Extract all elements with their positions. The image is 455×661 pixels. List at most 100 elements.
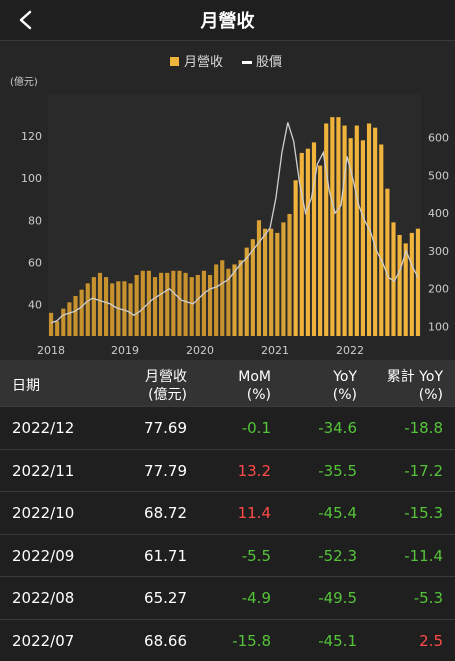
date-cell: 2022/07 xyxy=(12,632,74,650)
header-revenue: 月營收 (億元) xyxy=(145,368,187,404)
right-axis-tick: 200 xyxy=(428,283,449,296)
revenue-bar xyxy=(245,248,249,336)
x-axis-tick: 2020 xyxy=(186,344,214,357)
x-axis-tick: 2022 xyxy=(336,344,364,357)
revenue-bar xyxy=(61,309,65,336)
revenue-bar xyxy=(398,235,402,336)
right-axis-tick: 100 xyxy=(428,321,449,334)
revenue-bar xyxy=(373,128,377,336)
revenue-bar xyxy=(342,126,346,336)
cum-yoy-cell: 2.5 xyxy=(419,632,443,650)
revenue-bar xyxy=(208,275,212,336)
cum-yoy-cell: -15.3 xyxy=(404,504,443,522)
right-axis-tick: 300 xyxy=(428,245,449,258)
left-axis-unit: (億元) xyxy=(10,75,38,88)
yoy-cell: -45.1 xyxy=(318,632,357,650)
page-title: 月營收 xyxy=(201,7,255,33)
revenue-bar xyxy=(324,123,328,336)
revenue-bar xyxy=(416,229,420,336)
date-cell: 2022/08 xyxy=(12,589,74,607)
revenue-bar xyxy=(190,277,194,336)
revenue-bar xyxy=(318,166,322,336)
header-mom: MoM (%) xyxy=(238,368,271,404)
revenue-bar xyxy=(98,273,102,336)
right-axis-tick: 400 xyxy=(428,207,449,220)
revenue-bar xyxy=(281,222,285,336)
revenue-bar xyxy=(251,239,255,336)
table-row[interactable]: 2022/10 68.72 11.4 -45.4 -15.3 xyxy=(0,491,455,534)
revenue-bar xyxy=(269,229,273,336)
x-axis-tick: 2019 xyxy=(111,344,139,357)
revenue-bar xyxy=(135,275,139,336)
revenue-bar xyxy=(165,273,169,336)
revenue-bar xyxy=(355,126,359,336)
header-mom-unit: (%) xyxy=(238,386,271,404)
top-bar: 月營收 xyxy=(0,0,455,41)
revenue-bar xyxy=(263,229,267,336)
mom-cell: -4.9 xyxy=(242,589,271,607)
cum-yoy-cell: -18.8 xyxy=(404,419,443,437)
left-axis-tick: 80 xyxy=(28,214,42,227)
yoy-cell: -49.5 xyxy=(318,589,357,607)
revenue-cell: 77.69 xyxy=(144,419,187,437)
left-axis-tick: 100 xyxy=(21,172,42,185)
revenue-bar xyxy=(177,271,181,336)
date-cell: 2022/12 xyxy=(12,419,74,437)
revenue-bar xyxy=(306,149,310,336)
left-axis-tick: 60 xyxy=(28,256,42,269)
header-mom-label: MoM xyxy=(238,368,271,386)
yoy-cell: -34.6 xyxy=(318,419,357,437)
date-cell: 2022/10 xyxy=(12,504,74,522)
revenue-bar xyxy=(86,283,90,336)
revenue-bar xyxy=(122,281,126,336)
header-cum-yoy-label: 累計 YoY xyxy=(387,368,443,386)
right-axis-tick: 500 xyxy=(428,169,449,182)
revenue-bar xyxy=(300,153,304,336)
revenue-bar xyxy=(275,233,279,336)
revenue-bar xyxy=(104,277,108,336)
yoy-cell: -45.4 xyxy=(318,504,357,522)
revenue-bar xyxy=(287,214,291,336)
revenue-bar xyxy=(202,271,206,336)
mom-cell: -15.8 xyxy=(232,632,271,650)
revenue-bar xyxy=(110,283,114,336)
revenue-bar xyxy=(312,142,316,336)
left-axis-tick: 120 xyxy=(21,130,42,143)
mom-cell: 11.4 xyxy=(238,504,271,522)
revenue-bar xyxy=(349,138,353,336)
revenue-bar xyxy=(220,260,224,336)
revenue-bar xyxy=(239,260,243,336)
revenue-bar xyxy=(92,277,96,336)
legend-price-label: 股價 xyxy=(256,55,282,70)
header-yoy: YoY (%) xyxy=(333,368,357,404)
revenue-bar xyxy=(184,273,188,336)
revenue-chart: 月營收股價(億元)4060801001201002003004005006002… xyxy=(0,41,455,360)
mom-cell: 13.2 xyxy=(238,462,271,480)
revenue-bar xyxy=(385,189,389,336)
revenue-bar xyxy=(196,275,200,336)
revenue-cell: 68.66 xyxy=(144,632,187,650)
left-axis-tick: 40 xyxy=(28,298,42,311)
mom-cell: -5.5 xyxy=(242,547,271,565)
cum-yoy-cell: -11.4 xyxy=(404,547,443,565)
revenue-bar xyxy=(73,296,77,336)
revenue-bar xyxy=(232,264,236,336)
revenue-cell: 68.72 xyxy=(144,504,187,522)
table-header: 日期 月營收 (億元) MoM (%) YoY (%) 累計 YoY (%) xyxy=(0,360,455,406)
x-axis-tick: 2018 xyxy=(37,344,65,357)
revenue-bar xyxy=(49,313,53,336)
back-button[interactable] xyxy=(10,4,42,36)
header-cum-yoy: 累計 YoY (%) xyxy=(387,368,443,404)
header-date: 日期 xyxy=(12,377,40,395)
yoy-cell: -35.5 xyxy=(318,462,357,480)
cum-yoy-cell: -5.3 xyxy=(414,589,443,607)
revenue-bar xyxy=(159,273,163,336)
revenue-bar xyxy=(55,321,59,336)
revenue-table: 日期 月營收 (億元) MoM (%) YoY (%) 累計 YoY (%) 2… xyxy=(0,360,455,661)
